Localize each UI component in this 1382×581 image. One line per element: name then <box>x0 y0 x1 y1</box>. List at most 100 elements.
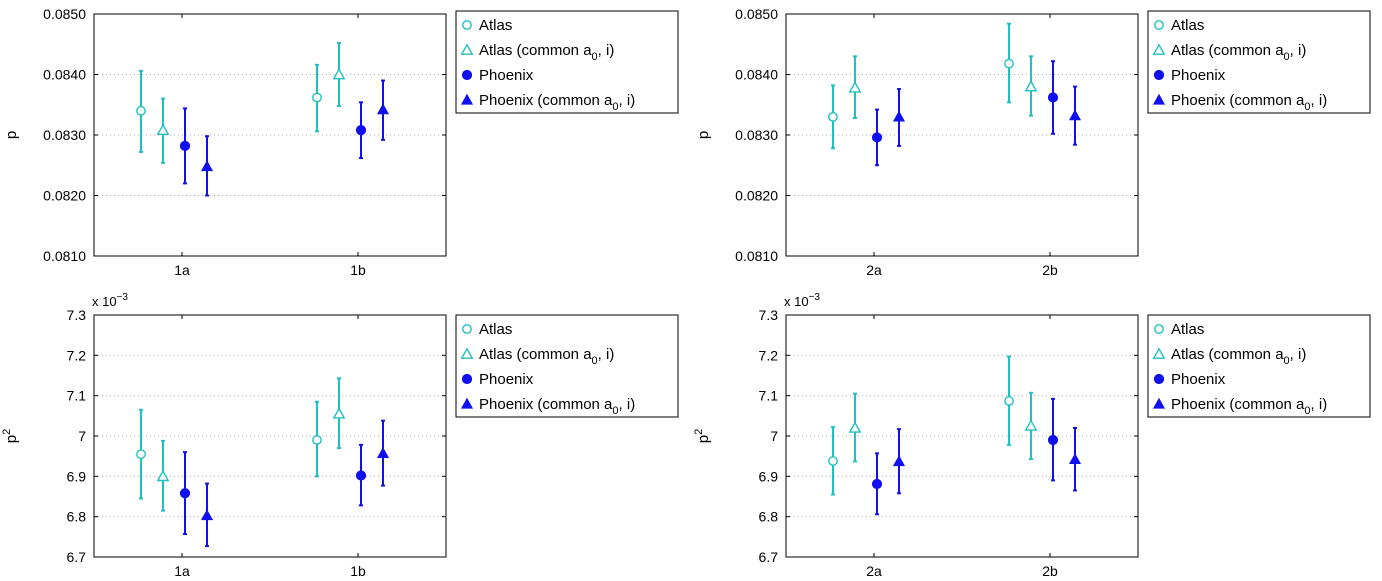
chart-panel-1: 0.0810 0.0820 0.0830 0.0840 0.0850 1a 1b p Atlas… <box>3 6 679 278</box>
legend: Atlas Atlas (common a0, i) Phoenix Phoenix … <box>455 314 679 418</box>
data-point <box>136 105 146 116</box>
y-tick-label: 7.2 <box>759 347 779 363</box>
y-tick-label: 0.0830 <box>43 127 86 143</box>
legend-marker <box>460 93 474 105</box>
legend-suffix: , i) <box>619 92 636 109</box>
legend-entry: Phoenix <box>1171 371 1226 388</box>
data-point <box>1047 92 1059 103</box>
x-tick-label: 1a <box>174 563 190 579</box>
legend-entry: Phoenix (common a0, i) <box>1171 396 1327 417</box>
data-point <box>179 488 191 499</box>
legend-entry: Phoenix <box>1171 67 1226 84</box>
legend-suffix: , i) <box>598 42 615 59</box>
y-tick-label: 0.0850 <box>735 6 778 22</box>
y-tick-label: 0.0830 <box>735 127 778 143</box>
x-tick-label: 2b <box>1042 262 1058 278</box>
legend: Atlas Atlas (common a0, i) Phoenix Phoenix … <box>1147 314 1371 418</box>
legend-box <box>1147 10 1371 114</box>
data-point <box>179 140 191 151</box>
legend-marker <box>1152 397 1166 409</box>
data-point <box>1004 58 1014 69</box>
y-tick-label: 6.9 <box>67 468 87 484</box>
legend-marker <box>1152 347 1166 359</box>
y-tick-label: 7.3 <box>67 307 87 323</box>
legend-box <box>1147 314 1371 418</box>
axis-exponent-power: −3 <box>117 292 129 303</box>
data-point <box>355 470 367 481</box>
data-point <box>332 67 346 80</box>
legend-subscript: 0 <box>1304 101 1310 113</box>
y-tick-label: 6.8 <box>67 509 87 525</box>
data-point <box>828 456 838 466</box>
legend-entry: Phoenix <box>479 371 534 388</box>
data-point <box>200 160 214 172</box>
legend-entry: Phoenix <box>479 67 534 84</box>
y-tick-label: 7 <box>770 428 778 444</box>
legend-suffix: , i) <box>1311 92 1328 109</box>
y-tick-label: 0.0820 <box>43 188 86 204</box>
legend-entry: Atlas <box>1171 321 1204 338</box>
x-tick-label: 1b <box>350 563 366 579</box>
data-point <box>828 111 838 122</box>
x-tick-label: 2a <box>866 262 882 278</box>
legend-marker <box>1154 20 1164 30</box>
legend-suffix: , i) <box>1290 42 1307 59</box>
y-tick-label: 7.2 <box>67 347 87 363</box>
data-point <box>376 447 390 459</box>
legend: Atlas Atlas (common a0, i) Phoenix Phoenix … <box>1147 10 1371 114</box>
legend-entry: Atlas (common a0, i) <box>479 42 614 63</box>
legend-marker <box>461 69 473 81</box>
x-tick-label: 2a <box>866 563 882 579</box>
x-tick-label: 1a <box>174 262 190 278</box>
data-point <box>1024 419 1038 431</box>
y-axis-label: p2 <box>1 429 20 443</box>
legend-entry: Atlas <box>1171 17 1204 34</box>
data-point <box>312 92 322 103</box>
y-tick-label: 0.0840 <box>43 67 86 83</box>
y-tick-label: 0.0850 <box>43 6 86 22</box>
axis-exponent: x 10−3 <box>784 292 820 309</box>
legend-entry: Phoenix (common a0, i) <box>1171 92 1327 113</box>
data-point <box>136 449 146 460</box>
legend-marker <box>460 43 474 55</box>
x-tick-label: 1b <box>350 262 366 278</box>
x-tick-label: 2b <box>1042 563 1058 579</box>
legend-box <box>455 10 679 114</box>
legend: Atlas Atlas (common a0, i) Phoenix Phoenix … <box>455 10 679 114</box>
legend-marker <box>1154 324 1164 334</box>
data-point <box>200 509 214 521</box>
legend-subscript: 0 <box>1284 355 1290 367</box>
legend-entry: Atlas <box>479 321 512 338</box>
y-axis-label-superscript: 2 <box>693 429 705 435</box>
data-point <box>871 478 883 490</box>
data-point <box>848 421 862 433</box>
y-axis-label: p <box>3 131 20 139</box>
legend-suffix: , i) <box>598 346 615 363</box>
legend-subscript: 0 <box>592 51 598 63</box>
legend-subscript: 0 <box>612 405 618 417</box>
legend-marker <box>1153 373 1165 385</box>
legend-marker <box>460 397 474 409</box>
legend-entry: Atlas (common a0, i) <box>479 346 614 367</box>
data-point <box>848 81 862 93</box>
legend-subscript: 0 <box>612 101 618 113</box>
y-axis-label-superscript: 2 <box>1 429 13 435</box>
legend-entry: Atlas <box>479 17 512 34</box>
data-point <box>312 435 322 445</box>
y-tick-label: 0.0840 <box>735 67 778 83</box>
data-point <box>1004 396 1014 406</box>
data-point <box>376 103 390 115</box>
legend-marker <box>1153 69 1165 81</box>
data-point <box>156 469 170 482</box>
y-tick-label: 7.3 <box>759 307 779 323</box>
data-point <box>332 407 346 419</box>
legend-marker <box>461 373 473 385</box>
y-tick-label: 0.0810 <box>735 248 778 264</box>
data-point <box>355 125 367 136</box>
data-point <box>871 132 883 143</box>
data-point <box>1068 109 1082 121</box>
legend-entry: Atlas (common a0, i) <box>1171 42 1306 63</box>
legend-marker <box>460 347 474 359</box>
y-tick-label: 6.7 <box>759 549 779 565</box>
